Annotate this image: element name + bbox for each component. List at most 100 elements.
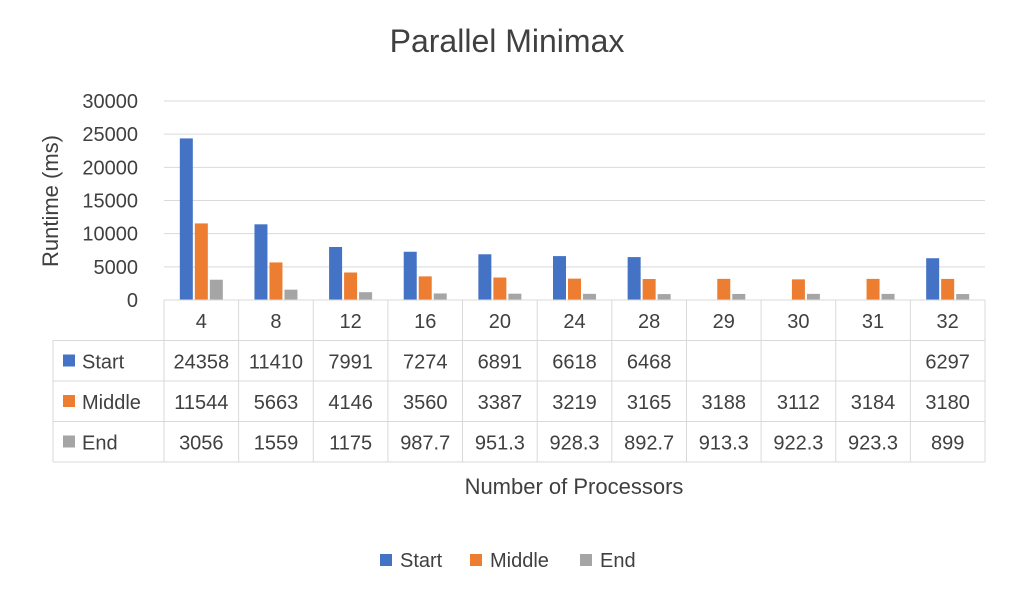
bar-middle-20 <box>493 277 507 300</box>
y-axis-label: Runtime (ms) <box>38 135 63 267</box>
data-label: 11544 <box>174 392 228 414</box>
legend-label: Middle <box>490 550 549 572</box>
bar-middle-4 <box>194 223 208 300</box>
y-tick-label: 10000 <box>82 224 138 246</box>
bar-start-16 <box>403 251 417 300</box>
bar-end-24 <box>583 293 596 300</box>
y-tick-label: 20000 <box>82 157 138 179</box>
bar-start-8 <box>254 224 268 300</box>
bar-end-31 <box>881 293 895 300</box>
bar-end-4 <box>209 279 223 300</box>
data-label: 951.3 <box>475 433 525 455</box>
data-label: 6618 <box>552 352 597 374</box>
category-label: 4 <box>196 311 207 333</box>
data-label: 3184 <box>851 392 896 414</box>
category-label: 29 <box>713 311 735 333</box>
data-label: 4146 <box>328 392 373 414</box>
legend-key-middle <box>470 554 482 566</box>
data-label: 3387 <box>478 392 523 414</box>
bar-end-32 <box>956 294 970 300</box>
bar-middle-29 <box>717 278 731 300</box>
bar-middle-31 <box>866 278 880 300</box>
bar-start-4 <box>179 138 193 300</box>
legend-key-start <box>380 554 392 566</box>
data-label: 6468 <box>627 352 672 374</box>
bar-middle-30 <box>791 279 805 300</box>
bar-end-28 <box>657 294 671 300</box>
gridlines <box>164 100 985 301</box>
category-label: 8 <box>270 311 281 333</box>
data-label: 987.7 <box>400 433 450 455</box>
chart-title: Parallel Minimax <box>390 23 625 59</box>
data-label: 892.7 <box>624 433 674 455</box>
data-table: 4 8 12 16 20 24 28 29 30 31 32 Start 24358 11410 7991 7… <box>52 299 986 463</box>
table-series-name: Start <box>82 352 125 374</box>
data-label: 5663 <box>254 392 299 414</box>
bar-end-8 <box>284 289 298 300</box>
data-label: 3560 <box>403 392 448 414</box>
category-label: 31 <box>862 311 884 333</box>
table-legend-key <box>63 435 75 448</box>
table-series-name: Middle <box>82 392 141 414</box>
bar-start-24 <box>553 256 566 300</box>
data-label: 11410 <box>249 352 303 374</box>
y-tick-label: 15000 <box>82 191 138 213</box>
bar-middle-16 <box>418 276 432 300</box>
y-axis-ticks: 0 5000 10000 15000 20000 25000 30000 <box>82 91 138 312</box>
data-label: 1175 <box>329 433 372 455</box>
data-label: 923.3 <box>848 433 898 455</box>
category-label: 28 <box>638 311 660 333</box>
bar-end-20 <box>508 293 522 300</box>
category-label: 20 <box>489 311 511 333</box>
y-tick-label: 5000 <box>94 257 139 279</box>
bars <box>179 138 970 300</box>
data-label: 3180 <box>925 392 970 414</box>
y-tick-label: 30000 <box>82 91 138 113</box>
data-label: 899 <box>931 433 964 455</box>
data-label: 7991 <box>328 352 373 374</box>
category-label: 30 <box>787 311 809 333</box>
legend-label: Start <box>400 550 443 572</box>
data-label: 3219 <box>552 392 597 414</box>
data-label: 7274 <box>403 352 448 374</box>
category-label: 24 <box>563 311 585 333</box>
data-label: 1559 <box>254 433 299 455</box>
table-legend-key <box>63 395 75 407</box>
legend-label: End <box>600 550 636 572</box>
table-legend-key <box>63 354 75 367</box>
bar-middle-8 <box>269 262 283 300</box>
category-label: 16 <box>414 311 436 333</box>
data-label: 6891 <box>478 352 523 374</box>
category-label: 12 <box>339 311 361 333</box>
legend: Start Middle End <box>380 550 636 572</box>
legend-key-end <box>580 554 592 566</box>
data-label: 24358 <box>174 352 230 374</box>
data-label: 913.3 <box>699 433 749 455</box>
bar-end-29 <box>732 293 746 300</box>
bar-start-28 <box>627 257 641 300</box>
bar-middle-28 <box>642 279 656 300</box>
data-label: 3165 <box>627 392 672 414</box>
y-tick-label: 0 <box>127 290 138 312</box>
data-label: 928.3 <box>549 433 599 455</box>
bar-start-12 <box>329 246 343 300</box>
bar-end-12 <box>359 292 373 300</box>
bar-end-30 <box>806 293 820 300</box>
data-label: 6297 <box>925 352 970 374</box>
x-axis-label: Number of Processors <box>465 474 684 499</box>
bar-middle-32 <box>941 278 955 300</box>
bar-middle-24 <box>568 278 581 300</box>
bar-start-32 <box>926 258 940 300</box>
data-label: 922.3 <box>773 433 823 455</box>
bar-end-16 <box>433 293 447 300</box>
data-label: 3188 <box>702 392 747 414</box>
table-series-name: End <box>82 433 118 455</box>
data-label: 3056 <box>179 433 224 455</box>
category-label: 32 <box>937 311 959 333</box>
data-label: 3112 <box>777 392 820 414</box>
y-tick-label: 25000 <box>82 124 138 146</box>
bar-start-20 <box>478 254 492 300</box>
bar-middle-12 <box>344 272 358 300</box>
